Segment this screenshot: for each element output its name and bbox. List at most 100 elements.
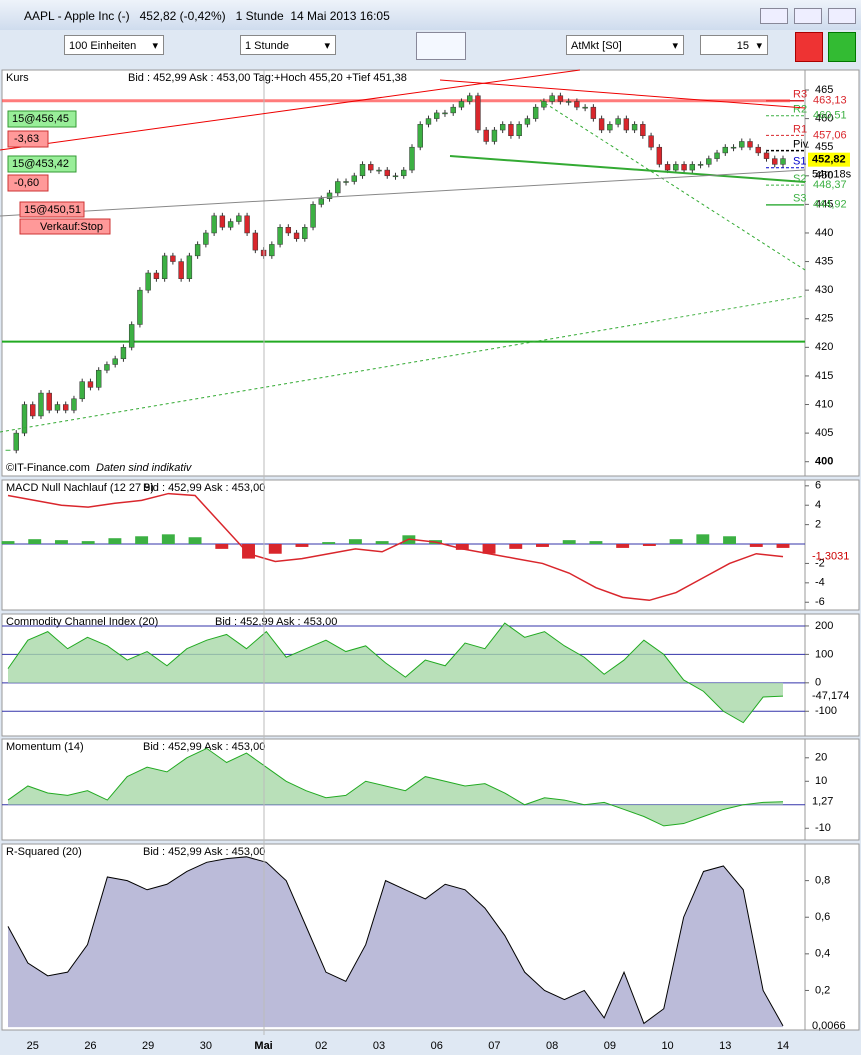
histogram-bar [135, 536, 149, 545]
order-2[interactable]: 15@453,42 -0,60 [7, 155, 77, 192]
pane-title: Momentum (14) [6, 741, 84, 753]
y-tick-label: 0,2 [815, 984, 830, 996]
histogram-bar [108, 538, 122, 545]
candle [697, 164, 704, 166]
candle [302, 227, 308, 239]
x-tick-label: 29 [142, 1040, 154, 1052]
x-tick-label: 10 [661, 1040, 673, 1052]
x-tick-label: 30 [200, 1040, 212, 1052]
candle [755, 146, 761, 154]
candle [772, 158, 778, 165]
candle [13, 432, 19, 451]
candle [640, 124, 646, 137]
candle [252, 232, 259, 251]
candle [730, 146, 737, 149]
candle [434, 112, 440, 119]
candle [335, 181, 341, 194]
trend-line [0, 295, 806, 433]
candle [450, 106, 456, 114]
trend-line [449, 155, 806, 183]
histogram-bar [536, 544, 549, 547]
minimize[interactable] [760, 8, 788, 24]
x-tick-label: 07 [488, 1040, 500, 1052]
histogram-bar [54, 540, 68, 545]
interval-select[interactable]: 1 Stunde [240, 35, 336, 56]
candle [153, 272, 160, 279]
y-tick-label: 410 [815, 398, 833, 410]
order-stop: Verkauf:Stop [40, 221, 103, 233]
order-label: 15@456,45 [12, 113, 69, 125]
pivot-name: S1 [793, 156, 806, 168]
last-price-box [808, 152, 850, 167]
y-tick-label: 430 [815, 284, 833, 296]
histogram-bar [509, 544, 523, 549]
x-tick-label: 06 [431, 1040, 443, 1052]
x-tick-label: 25 [27, 1040, 39, 1052]
histogram-bar [1, 541, 15, 545]
order-type-select[interactable]: AtMkt [S0] [566, 35, 684, 56]
candle [689, 164, 696, 171]
candle [368, 164, 374, 171]
sell-button[interactable] [828, 32, 856, 62]
candle [549, 95, 555, 102]
pane-title: MACD Null Nachlauf (12 27 9) [6, 482, 154, 494]
candle [425, 118, 432, 125]
histogram-bar [242, 544, 255, 559]
candle [706, 158, 712, 165]
candle [87, 381, 94, 388]
candle [475, 95, 481, 131]
histogram-bar [322, 542, 336, 545]
pane [1, 69, 860, 477]
candle [598, 118, 605, 131]
pivot-name: R2 [793, 104, 807, 116]
units-select[interactable]: 100 Einheiten [64, 35, 164, 56]
x-tick-label: 13 [719, 1040, 731, 1052]
x-tick-label: 14 [777, 1040, 789, 1052]
candle [714, 152, 720, 159]
candle [38, 392, 44, 417]
candle [384, 169, 390, 177]
candle [318, 198, 324, 205]
candle [71, 398, 77, 411]
maximize[interactable] [794, 8, 822, 24]
indicator-button[interactable] [416, 32, 466, 60]
candle [351, 175, 357, 182]
pane [1, 479, 860, 611]
y-tick-label: 6 [815, 480, 821, 492]
candle [186, 255, 193, 279]
pivot-name: R3 [793, 89, 807, 101]
candle [565, 101, 572, 103]
candle [532, 106, 539, 119]
x-tick-label: 02 [315, 1040, 327, 1052]
candle [582, 106, 588, 109]
candle [359, 164, 366, 177]
y-tick-label: 20 [815, 752, 827, 764]
candle [54, 404, 61, 411]
footer-note: Daten sind indikativ [96, 462, 193, 474]
y-tick-label: -100 [815, 705, 837, 717]
candle [590, 106, 597, 119]
x-tick-label: 26 [84, 1040, 96, 1052]
candle [392, 175, 399, 178]
y-tick-label: 465 [815, 84, 833, 96]
pane [1, 613, 860, 737]
pane [1, 738, 860, 841]
line [7, 747, 784, 827]
title-bar: AAPL - Apple Inc (-) 452,82 (-0,42%) 1 S… [0, 0, 861, 30]
candle [648, 135, 654, 148]
candle [401, 169, 407, 177]
pane-title: Kurs [6, 72, 29, 84]
window-title: AAPL - Apple Inc (-) 452,82 (-0,42%) 1 S… [24, 9, 390, 23]
candle [30, 404, 36, 417]
candle [203, 232, 209, 245]
order-3[interactable]: 15@450,51 Verkauf:Stop [19, 201, 111, 235]
quantity-input[interactable]: 15 [700, 35, 768, 56]
candle [499, 124, 506, 131]
close[interactable] [828, 8, 856, 24]
pane [1, 843, 860, 1031]
order-1[interactable]: 15@456,45 -3,63 [7, 110, 77, 148]
trend-line [0, 169, 806, 217]
buy-button[interactable] [795, 32, 823, 62]
x-tick-label: 03 [373, 1040, 385, 1052]
y-tick-label: 450 [815, 170, 833, 182]
